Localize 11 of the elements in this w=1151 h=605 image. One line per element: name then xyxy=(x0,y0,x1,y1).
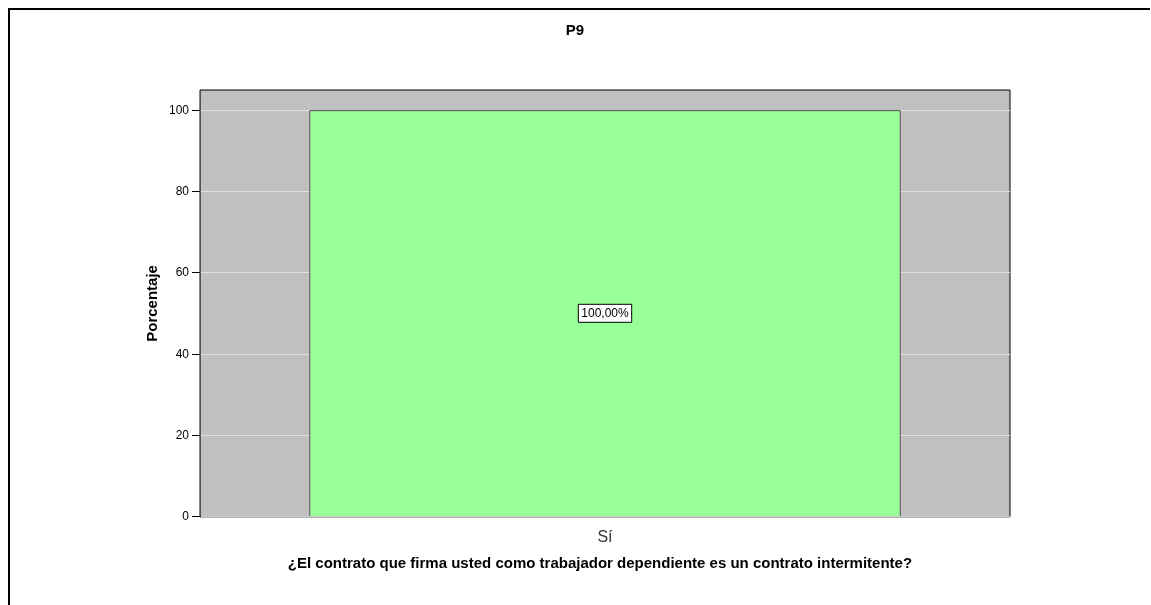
y-tick-label: 60 xyxy=(175,265,190,280)
data-label: 100,00% xyxy=(581,305,630,320)
x-axis-title: ¿El contrato que firma usted como trabajador dependiente es un contrato intermitente? xyxy=(286,554,914,571)
y-tick-label: 80 xyxy=(175,183,190,198)
x-tick-label: Sí xyxy=(597,527,614,545)
y-tick-label: 20 xyxy=(175,427,190,442)
y-tick-label: 40 xyxy=(175,346,190,361)
chart-title: P9 xyxy=(565,21,585,39)
y-tick-label: 0 xyxy=(182,509,190,524)
y-axis-title: Porcentaje xyxy=(143,265,161,342)
y-tick-label: 100 xyxy=(168,102,190,117)
